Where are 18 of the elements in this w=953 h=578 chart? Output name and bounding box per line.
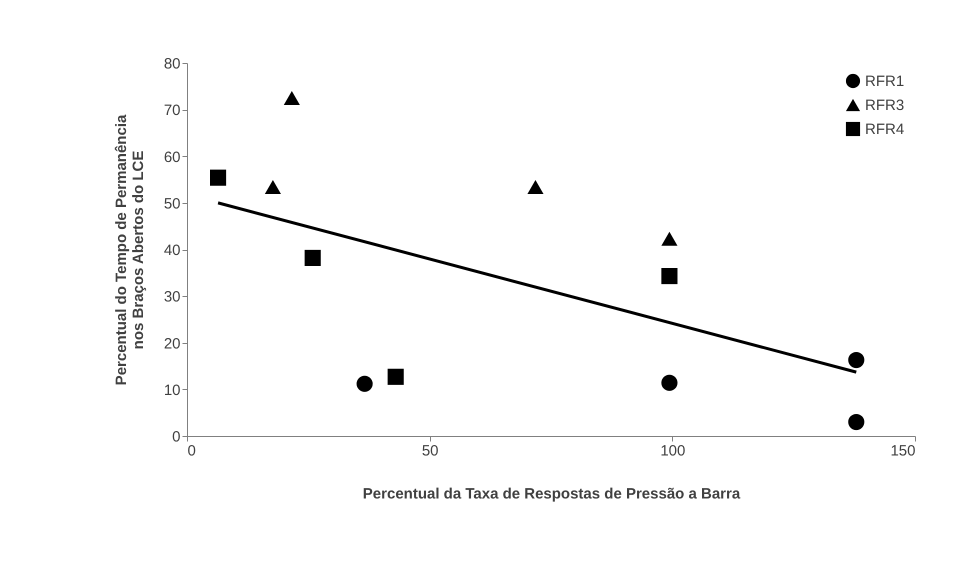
- y-tick-label: 10: [164, 382, 180, 399]
- x-tick-label: 0: [188, 442, 196, 460]
- x-axis-title: Percentual da Taxa de Respostas de Pressão a Barra: [362, 486, 741, 502]
- y-tick-label: 70: [164, 102, 180, 120]
- x-tick-label: 100: [660, 442, 686, 460]
- y-tick-label: 30: [164, 288, 180, 306]
- y-tick-label: 50: [164, 195, 180, 212]
- y-tick-label: 0: [172, 428, 180, 446]
- legend-label: RFR3: [865, 97, 904, 114]
- x-tick-label: 150: [890, 442, 916, 460]
- y-tick-label: 80: [164, 56, 180, 72]
- y-tick-label: 40: [164, 242, 180, 259]
- x-tick-label: 50: [422, 442, 439, 460]
- legend-label: RFR4: [865, 121, 904, 138]
- y-tick-label: 20: [164, 335, 180, 352]
- y-tick-label: 60: [164, 148, 180, 166]
- y-axis-title: Percentual do Tempo de Permanência nos Braços Abertos do LCE: [112, 114, 147, 386]
- legend-label: RFR1: [865, 73, 904, 90]
